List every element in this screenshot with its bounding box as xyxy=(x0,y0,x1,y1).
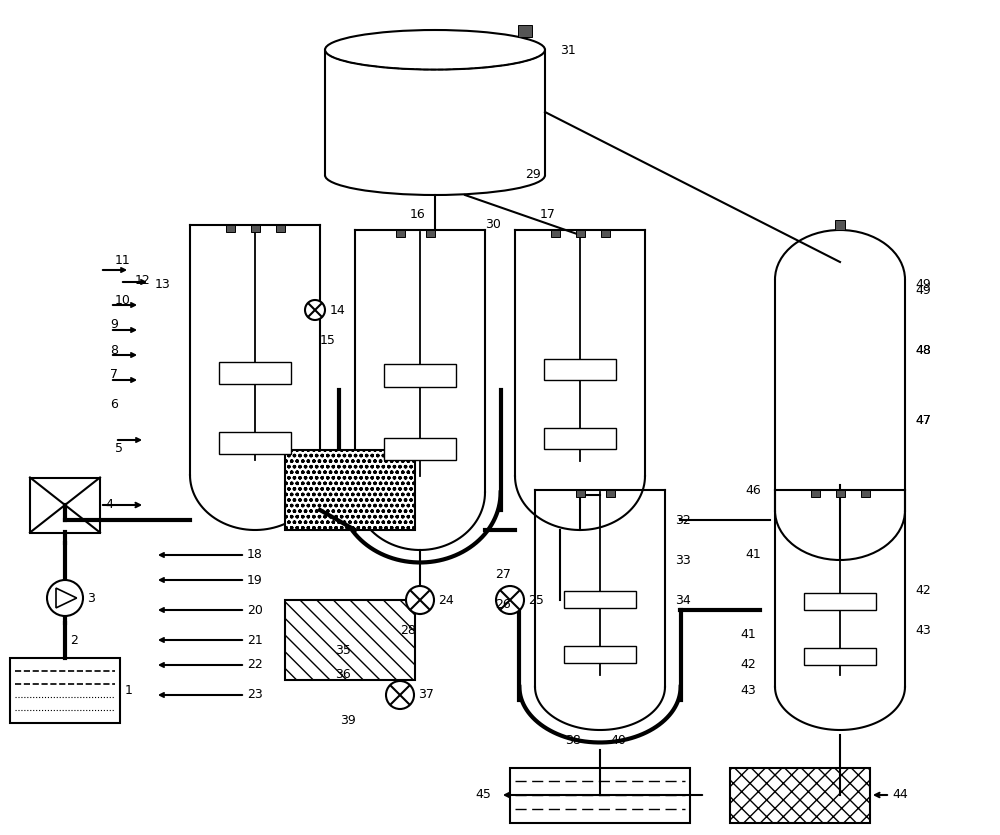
Bar xyxy=(600,230,610,237)
Text: 1: 1 xyxy=(125,684,133,696)
Circle shape xyxy=(305,300,325,320)
Text: 42: 42 xyxy=(915,584,931,596)
Text: 26: 26 xyxy=(495,599,511,611)
Bar xyxy=(564,646,636,663)
Bar xyxy=(544,428,616,449)
Text: 47: 47 xyxy=(915,413,931,427)
Text: 12: 12 xyxy=(135,274,151,286)
Text: 34: 34 xyxy=(675,594,691,606)
Text: 20: 20 xyxy=(247,604,263,616)
Text: 16: 16 xyxy=(410,209,426,221)
Text: 23: 23 xyxy=(247,689,263,701)
Bar xyxy=(810,490,820,497)
Text: 9: 9 xyxy=(110,318,118,331)
Text: 8: 8 xyxy=(110,343,118,357)
Text: 3: 3 xyxy=(87,591,95,605)
Text: 44: 44 xyxy=(892,788,908,802)
Text: 22: 22 xyxy=(247,659,263,671)
Text: 43: 43 xyxy=(740,684,756,696)
Bar xyxy=(276,225,285,232)
Bar xyxy=(219,433,291,453)
Text: 17: 17 xyxy=(540,209,556,221)
Text: 25: 25 xyxy=(528,594,544,606)
Polygon shape xyxy=(56,588,77,608)
Bar xyxy=(285,450,415,530)
Text: 21: 21 xyxy=(247,634,263,646)
Text: 41: 41 xyxy=(740,629,756,641)
Bar xyxy=(250,225,260,232)
Bar xyxy=(860,490,870,497)
Text: 45: 45 xyxy=(475,788,491,802)
Text: 27: 27 xyxy=(495,569,511,581)
Bar xyxy=(219,362,291,383)
Text: 5: 5 xyxy=(115,442,123,454)
Text: 47: 47 xyxy=(915,413,931,427)
Bar xyxy=(384,364,456,387)
Bar xyxy=(426,230,434,237)
Circle shape xyxy=(406,586,434,614)
Text: 36: 36 xyxy=(335,669,351,681)
Text: 43: 43 xyxy=(915,624,931,636)
Bar xyxy=(804,649,876,665)
Text: 38: 38 xyxy=(565,733,581,746)
Bar xyxy=(396,230,404,237)
Text: 7: 7 xyxy=(110,368,118,382)
Text: 30: 30 xyxy=(485,219,501,231)
Text: 29: 29 xyxy=(525,169,541,181)
Bar xyxy=(30,478,100,533)
Text: 4: 4 xyxy=(105,498,113,512)
Bar xyxy=(835,220,845,230)
Text: 24: 24 xyxy=(438,594,454,606)
Text: 49: 49 xyxy=(915,284,931,296)
Bar xyxy=(544,359,616,380)
Bar xyxy=(285,600,415,680)
Text: 14: 14 xyxy=(330,303,346,316)
Bar xyxy=(226,225,234,232)
Bar xyxy=(384,438,456,460)
Circle shape xyxy=(47,580,83,616)
Text: 32: 32 xyxy=(675,514,691,527)
Bar xyxy=(730,767,870,822)
Text: 41: 41 xyxy=(745,549,761,561)
Text: 48: 48 xyxy=(915,343,931,357)
Text: 46: 46 xyxy=(745,483,761,497)
Text: 40: 40 xyxy=(610,733,626,746)
Text: 42: 42 xyxy=(740,659,756,671)
Text: 2: 2 xyxy=(70,634,78,646)
Circle shape xyxy=(496,586,524,614)
Bar xyxy=(550,230,560,237)
Text: 49: 49 xyxy=(915,279,931,291)
Text: 15: 15 xyxy=(320,333,336,347)
Text: 11: 11 xyxy=(115,254,131,266)
Text: 19: 19 xyxy=(247,574,263,586)
Text: 35: 35 xyxy=(335,644,351,656)
Bar xyxy=(606,490,614,497)
Text: 10: 10 xyxy=(115,293,131,306)
Circle shape xyxy=(386,681,414,709)
Text: 33: 33 xyxy=(675,554,691,566)
Bar xyxy=(836,490,844,497)
Text: 39: 39 xyxy=(340,713,356,726)
Text: 28: 28 xyxy=(400,624,416,636)
Bar xyxy=(576,230,584,237)
Text: 18: 18 xyxy=(247,549,263,561)
Text: 37: 37 xyxy=(418,689,434,701)
Bar xyxy=(10,657,120,722)
Text: 13: 13 xyxy=(155,279,171,291)
Bar xyxy=(518,25,532,37)
Bar xyxy=(804,593,876,610)
Text: 6: 6 xyxy=(110,398,118,412)
Bar xyxy=(510,767,690,822)
Text: 31: 31 xyxy=(560,43,576,57)
Bar xyxy=(564,591,636,608)
Bar xyxy=(576,490,584,497)
Text: 48: 48 xyxy=(915,343,931,357)
